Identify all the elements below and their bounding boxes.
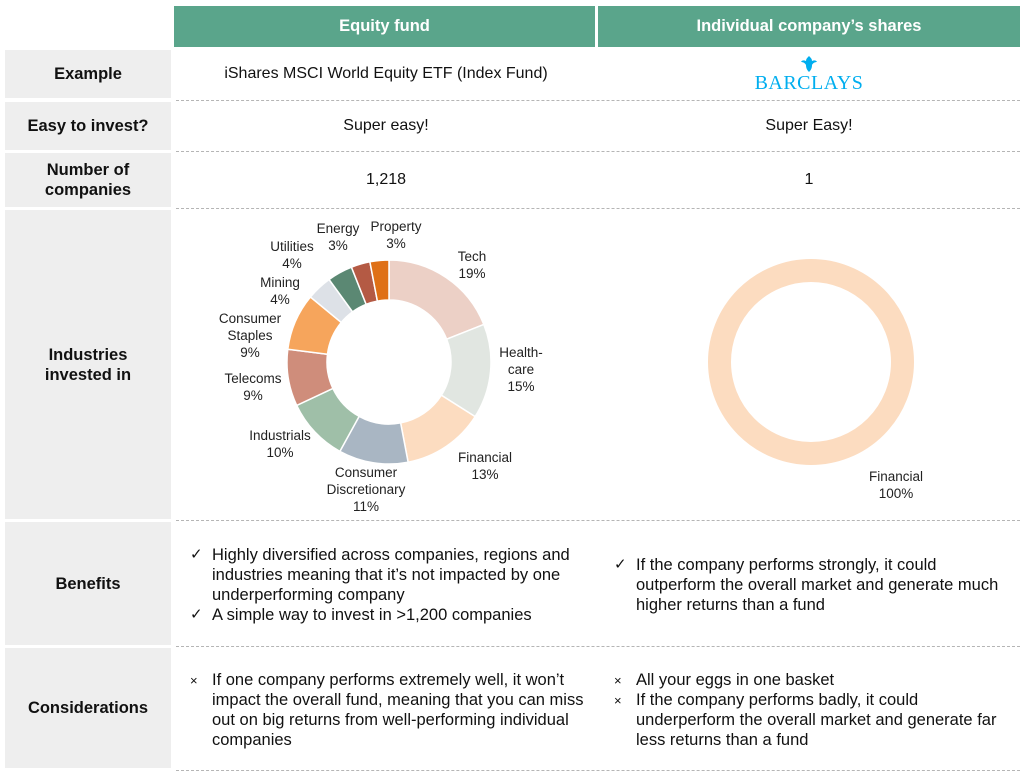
list-item: × If the company performs badly, it could… — [614, 690, 1014, 750]
row-divider — [176, 151, 1020, 152]
list-item: × If one company performs extremely well,… — [190, 670, 590, 750]
benefits-list-company: ✓ If the company performs strongly, it co… — [614, 555, 1014, 615]
barclays-logo-text: BARCLAYS — [754, 72, 864, 94]
benefits-list-equity-fund: ✓ Highly diversified across companies, re… — [190, 545, 595, 625]
list-item-text: A simple way to invest in >1,200 compani… — [212, 606, 532, 624]
slice-label-health-care: Health-care 15% — [499, 345, 543, 394]
list-item-text: All your eggs in one basket — [636, 671, 835, 689]
row-label-line: Number of — [46, 161, 130, 179]
check-icon: ✓ — [190, 546, 203, 563]
cross-icon: × — [190, 673, 198, 688]
slice-label-financial: Financial 100% — [869, 469, 923, 501]
row-divider — [176, 100, 1020, 101]
example-company-logo: BARCLAYS — [598, 50, 1020, 98]
list-item-text: If the company performs badly, it could … — [636, 691, 997, 749]
row-divider — [176, 208, 1020, 209]
row-label-line: invested in — [44, 365, 132, 384]
slice-label-consumer-staples: Consumer Staples 9% — [219, 311, 282, 360]
list-item: ✓ A simple way to invest in >1,200 compan… — [190, 605, 595, 625]
row-divider — [176, 770, 1020, 771]
slice-label-financial: Financial 13% — [458, 450, 512, 482]
industries-donut-chart-equity-fund: Tech 19% Health-care 15% Financial 13% Consume… — [219, 219, 543, 514]
slice-label-tech: Tech 19% — [458, 249, 487, 281]
list-item-text: If one company performs extremely well, … — [212, 671, 584, 749]
easy-company: Super Easy! — [765, 117, 853, 134]
list-item-text: If the company performs strongly, it cou… — [636, 556, 999, 614]
column-header-equity-fund: Equity fund — [174, 6, 595, 47]
easy-equity-fund: Super easy! — [343, 117, 429, 134]
slice-property — [369, 259, 390, 302]
row-label-example: Example — [5, 50, 171, 98]
row-label-line: Industries — [48, 345, 128, 364]
check-icon: ✓ — [614, 556, 627, 573]
slice-label-property: Property 3% — [370, 219, 421, 251]
barclays-logo: BARCLAYS — [755, 55, 864, 93]
row-divider — [176, 520, 1020, 521]
column-header-individual-shares: Individual company’s shares — [598, 6, 1020, 47]
considerations-list-company: × All your eggs in one basket × If the comp… — [614, 670, 1014, 750]
list-item-text: Highly diversified across companies, reg… — [212, 546, 570, 604]
slice-label-mining: Mining 4% — [260, 275, 300, 307]
row-divider — [176, 646, 1020, 647]
row-label-industries: Industries invested in — [5, 210, 171, 519]
cross-icon: × — [614, 693, 622, 708]
list-item: × All your eggs in one basket — [614, 670, 1014, 690]
row-label-line: companies — [44, 181, 132, 199]
example-equity-fund: iShares MSCI World Equity ETF (Index Fun… — [224, 65, 548, 82]
check-icon: ✓ — [190, 606, 203, 623]
eagle-icon — [800, 56, 817, 72]
row-label-benefits: Benefits — [5, 522, 171, 645]
slice-label-consumer-discretionary: Consumer Discretionary 11% — [327, 465, 406, 514]
row-label-considerations: Considerations — [5, 648, 171, 768]
list-item: ✓ If the company performs strongly, it co… — [614, 555, 1014, 615]
industries-donut-chart-company: Financial 100% — [708, 259, 923, 501]
list-item: ✓ Highly diversified across companies, re… — [190, 545, 595, 605]
number-company: 1 — [804, 171, 814, 188]
slice-financial — [708, 259, 914, 465]
slice-label-energy: Energy 3% — [317, 221, 360, 253]
slice-label-telecoms: Telecoms 9% — [224, 371, 281, 403]
slice-label-industrials: Industrials 10% — [249, 428, 311, 460]
slice-label-utilities: Utilities 4% — [270, 239, 314, 271]
number-equity-fund: 1,218 — [365, 171, 407, 188]
considerations-list-equity-fund: × If one company performs extremely well,… — [190, 670, 590, 750]
row-label-number-of-companies: Number of companies — [5, 153, 171, 207]
cross-icon: × — [614, 673, 622, 688]
row-label-easy-to-invest: Easy to invest? — [5, 102, 171, 150]
